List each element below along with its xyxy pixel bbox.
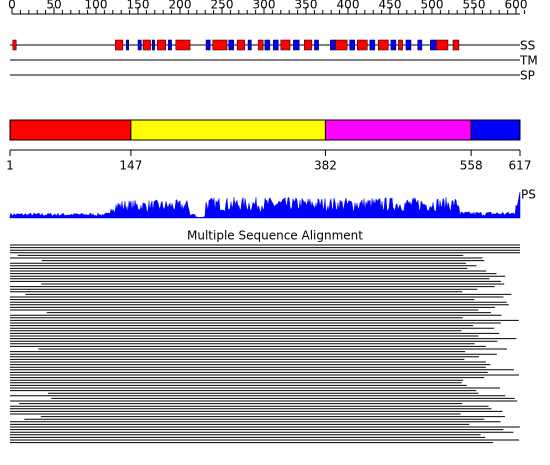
ruler-label: 550 bbox=[463, 0, 486, 12]
ruler-label: 100 bbox=[85, 0, 108, 12]
ss-helix bbox=[335, 39, 348, 51]
ss-strand bbox=[405, 39, 412, 51]
ss-helix bbox=[257, 39, 264, 51]
ss-strand bbox=[430, 39, 437, 51]
ruler-label: 0 bbox=[8, 0, 16, 12]
ss-strand bbox=[205, 39, 211, 51]
ss-helix bbox=[280, 39, 291, 51]
ps-label: PS bbox=[521, 188, 536, 202]
boundary-label: 382 bbox=[314, 159, 337, 173]
ss-helix bbox=[12, 39, 17, 51]
ss-helix bbox=[236, 39, 245, 51]
ruler-label: 150 bbox=[127, 0, 150, 12]
ss-helix bbox=[377, 39, 389, 51]
ss-strand bbox=[314, 39, 319, 51]
ss-strand bbox=[369, 39, 376, 51]
ruler-label: 50 bbox=[46, 0, 61, 12]
ss-strand bbox=[417, 39, 423, 51]
msa-title: Multiple Sequence Alignment bbox=[187, 229, 363, 243]
ss-strand bbox=[167, 39, 172, 51]
domain bbox=[9, 119, 132, 141]
ss-strand bbox=[247, 39, 252, 51]
domain bbox=[324, 119, 472, 141]
boundary-label: 617 bbox=[509, 159, 532, 173]
boundary-label: 1 bbox=[6, 159, 14, 173]
ss-helix bbox=[175, 39, 191, 51]
ss-helix bbox=[356, 39, 368, 51]
domain bbox=[470, 119, 521, 141]
domain bbox=[130, 119, 326, 141]
track-label: SP bbox=[520, 69, 535, 83]
boundary-label: 558 bbox=[460, 159, 483, 173]
boundary-label: 147 bbox=[119, 159, 142, 173]
ss-strand bbox=[264, 39, 271, 51]
ss-strand bbox=[137, 39, 142, 51]
ss-helix bbox=[435, 39, 449, 51]
track-label: TM bbox=[519, 54, 538, 68]
ruler-label: 350 bbox=[295, 0, 318, 12]
ss-strand bbox=[349, 39, 355, 51]
ss-strand bbox=[390, 39, 397, 51]
ss-helix bbox=[115, 39, 124, 51]
ss-helix bbox=[212, 39, 228, 51]
ss-strand bbox=[228, 39, 235, 51]
ss-strand bbox=[272, 39, 279, 51]
ruler-label: 250 bbox=[211, 0, 234, 12]
ruler-label: 400 bbox=[337, 0, 360, 12]
ruler-label: 300 bbox=[253, 0, 276, 12]
ps-profile bbox=[9, 191, 521, 219]
ss-helix bbox=[142, 39, 151, 51]
ss-helix bbox=[157, 39, 166, 51]
ruler-label: 200 bbox=[169, 0, 192, 12]
ruler-label: 450 bbox=[379, 0, 402, 12]
ss-helix bbox=[452, 39, 460, 51]
ss-strand bbox=[125, 39, 130, 51]
ss-strand bbox=[293, 39, 300, 51]
ruler-label: 500 bbox=[421, 0, 444, 12]
ss-helix bbox=[304, 39, 313, 51]
ss-strand bbox=[152, 39, 156, 51]
track-label: SS bbox=[520, 39, 535, 53]
ruler-label: 600 bbox=[505, 0, 528, 12]
ss-helix bbox=[398, 39, 403, 51]
ss-strand bbox=[330, 39, 336, 51]
